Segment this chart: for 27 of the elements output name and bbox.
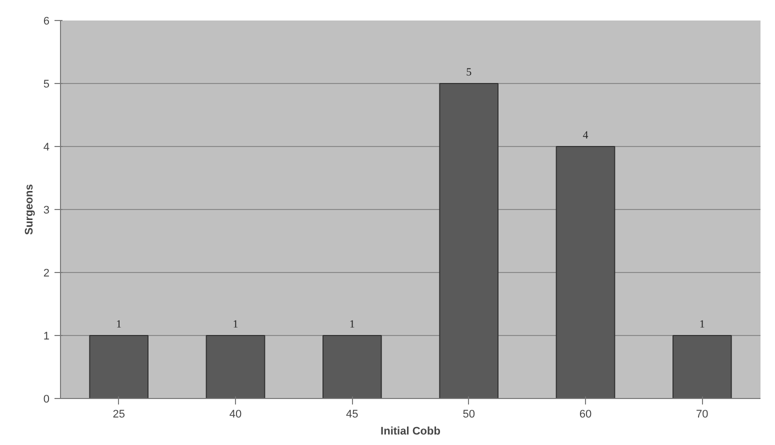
y-tick-label: 4 <box>43 142 50 154</box>
x-tick-label: 45 <box>346 408 358 420</box>
x-tick-label: 25 <box>112 408 125 420</box>
y-axis-title: Surgeons <box>23 184 36 235</box>
x-tick-label: 70 <box>696 408 708 420</box>
data-label: 4 <box>582 130 589 142</box>
y-tick-label: 3 <box>43 204 50 216</box>
y-tick-label: 6 <box>43 16 50 28</box>
bar <box>439 83 498 398</box>
y-tick-label: 2 <box>43 268 50 280</box>
data-label: 1 <box>349 318 355 330</box>
data-label: 1 <box>699 318 705 330</box>
bar <box>89 335 148 398</box>
x-axis-title: Initial Cobb <box>380 426 441 438</box>
bar <box>322 335 382 398</box>
data-label: 1 <box>232 318 238 330</box>
bar <box>672 335 732 398</box>
y-tick-label: 0 <box>43 394 50 406</box>
x-tick-label: 40 <box>229 408 242 420</box>
bar <box>556 146 616 398</box>
y-tick-label: 1 <box>43 330 50 342</box>
data-label: 5 <box>466 66 472 78</box>
x-tick-label: 60 <box>579 408 592 420</box>
x-tick-label: 50 <box>462 408 475 420</box>
y-tick-label: 5 <box>43 78 50 90</box>
bar <box>206 335 266 398</box>
data-label: 1 <box>116 318 122 330</box>
